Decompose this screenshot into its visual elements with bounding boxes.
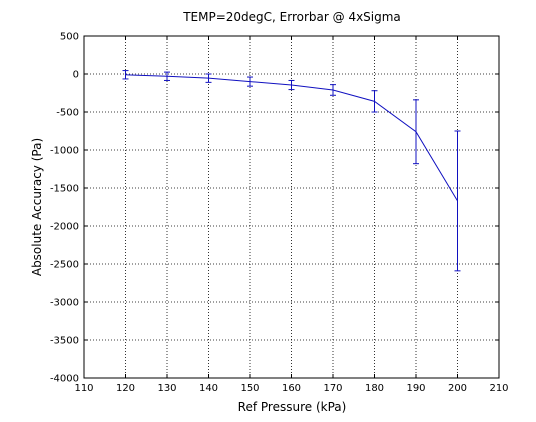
x-axis-label: Ref Pressure (kPa) <box>238 400 347 414</box>
error-bar <box>454 130 461 272</box>
y-tick-label: -500 <box>56 108 79 119</box>
x-tick-label: 160 <box>282 383 301 394</box>
x-tick-label: 130 <box>157 383 176 394</box>
error-bar <box>371 90 378 113</box>
y-tick-label: -4000 <box>50 374 79 385</box>
y-tick-label: -2000 <box>50 222 79 233</box>
error-bar <box>330 84 336 96</box>
error-bar <box>413 99 419 165</box>
x-tick-label: 210 <box>489 383 508 394</box>
plot-frame <box>83 35 500 379</box>
error-bar <box>288 79 295 91</box>
y-tick-label: -1500 <box>50 184 79 195</box>
y-tick-label: -3000 <box>50 298 79 309</box>
data-series <box>122 70 461 272</box>
error-bar <box>205 73 212 83</box>
error-bar <box>247 76 253 87</box>
y-tick-label: -3500 <box>50 336 79 347</box>
x-tick-label: 150 <box>240 383 259 394</box>
x-tick-label: 120 <box>116 383 135 394</box>
error-bar <box>164 71 170 81</box>
y-tick-label: 500 <box>60 32 79 43</box>
x-tick-label: 110 <box>74 383 93 394</box>
x-tick-label: 180 <box>365 383 384 394</box>
y-axis-label: Absolute Accuracy (Pa) <box>30 138 44 276</box>
x-tick-label: 200 <box>448 383 467 394</box>
x-tick-label: 170 <box>323 383 342 394</box>
y-tick-label: 0 <box>73 70 79 81</box>
chart-title: TEMP=20degC, Errorbar @ 4xSigma <box>182 10 401 24</box>
x-tick-label: 190 <box>406 383 425 394</box>
x-tick-label: 140 <box>199 383 218 394</box>
error-bar <box>122 70 129 80</box>
y-tick-label: -2500 <box>50 260 79 271</box>
y-tick-label: -1000 <box>50 146 79 157</box>
axis-ticks: 110 120 130 140 150 160 170 180 190 200 210 -4000 -3… <box>50 32 509 395</box>
